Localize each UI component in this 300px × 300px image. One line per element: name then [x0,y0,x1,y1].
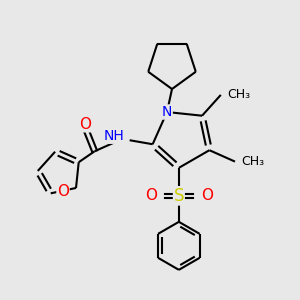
Text: O: O [145,188,157,203]
Text: O: O [57,184,69,200]
Text: O: O [79,117,91,132]
Text: O: O [201,188,213,203]
Text: CH₃: CH₃ [241,155,264,168]
Text: CH₃: CH₃ [227,88,250,101]
Text: S: S [174,187,184,205]
Text: NH: NH [104,129,125,143]
Text: N: N [162,105,172,119]
